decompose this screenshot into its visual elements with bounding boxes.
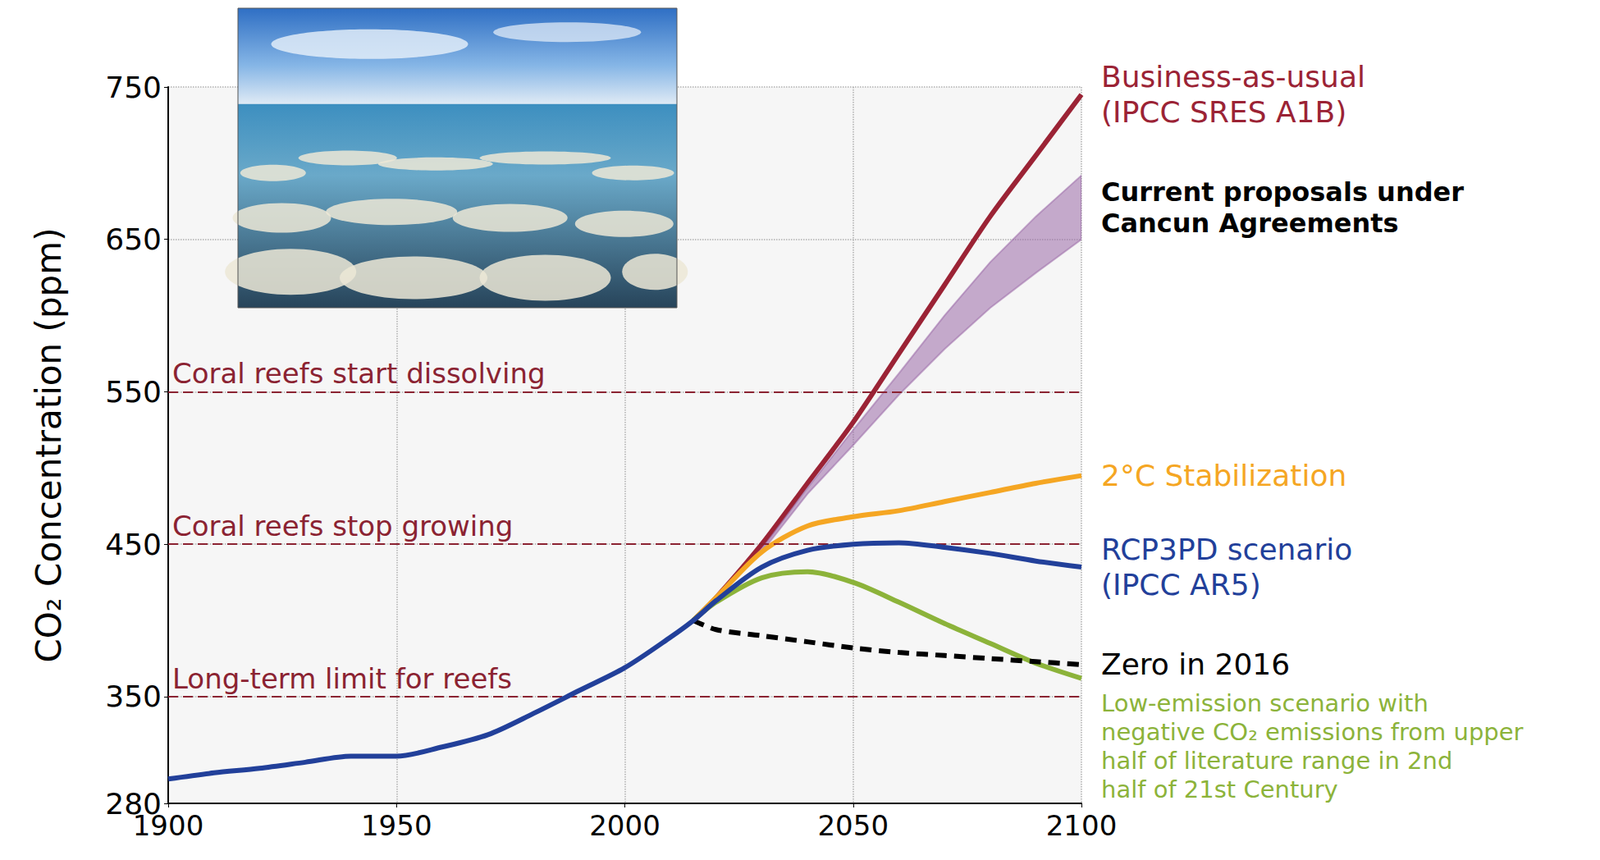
svg-text:CO₂ Concentration (ppm): CO₂ Concentration (ppm) <box>28 227 69 663</box>
svg-text:negative CO₂ emissions from up: negative CO₂ emissions from upper <box>1101 717 1524 746</box>
svg-text:280: 280 <box>105 786 162 821</box>
svg-text:Zero in 2016: Zero in 2016 <box>1101 647 1290 682</box>
svg-text:Long-term limit for reefs: Long-term limit for reefs <box>172 662 512 695</box>
svg-text:(IPCC SRES A1B): (IPCC SRES A1B) <box>1101 95 1347 129</box>
svg-text:Business-as-usual: Business-as-usual <box>1101 59 1366 94</box>
svg-text:half of literature range in 2n: half of literature range in 2nd <box>1101 746 1453 775</box>
svg-text:RCP3PD scenario: RCP3PD scenario <box>1101 532 1353 567</box>
svg-text:Low-emission scenario with: Low-emission scenario with <box>1101 689 1429 718</box>
svg-text:550: 550 <box>105 374 162 409</box>
svg-text:450: 450 <box>105 527 162 562</box>
svg-text:1950: 1950 <box>361 809 433 842</box>
svg-text:2050: 2050 <box>817 809 889 842</box>
svg-text:2100: 2100 <box>1046 809 1118 842</box>
svg-text:Coral reefs start dissolving: Coral reefs start dissolving <box>172 356 546 390</box>
svg-text:1900: 1900 <box>132 809 205 842</box>
svg-text:Cancun Agreements: Cancun Agreements <box>1101 207 1399 239</box>
svg-text:half of 21st Century: half of 21st Century <box>1101 775 1339 804</box>
svg-text:2°C Stabilization: 2°C Stabilization <box>1101 458 1347 493</box>
svg-text:2000: 2000 <box>589 809 661 842</box>
svg-text:750: 750 <box>105 70 162 105</box>
svg-text:Coral reefs stop growing: Coral reefs stop growing <box>172 509 513 543</box>
svg-text:Current proposals under: Current proposals under <box>1101 176 1464 208</box>
svg-text:350: 350 <box>105 679 162 714</box>
svg-text:650: 650 <box>105 222 162 256</box>
svg-text:(IPCC AR5): (IPCC AR5) <box>1101 567 1262 602</box>
